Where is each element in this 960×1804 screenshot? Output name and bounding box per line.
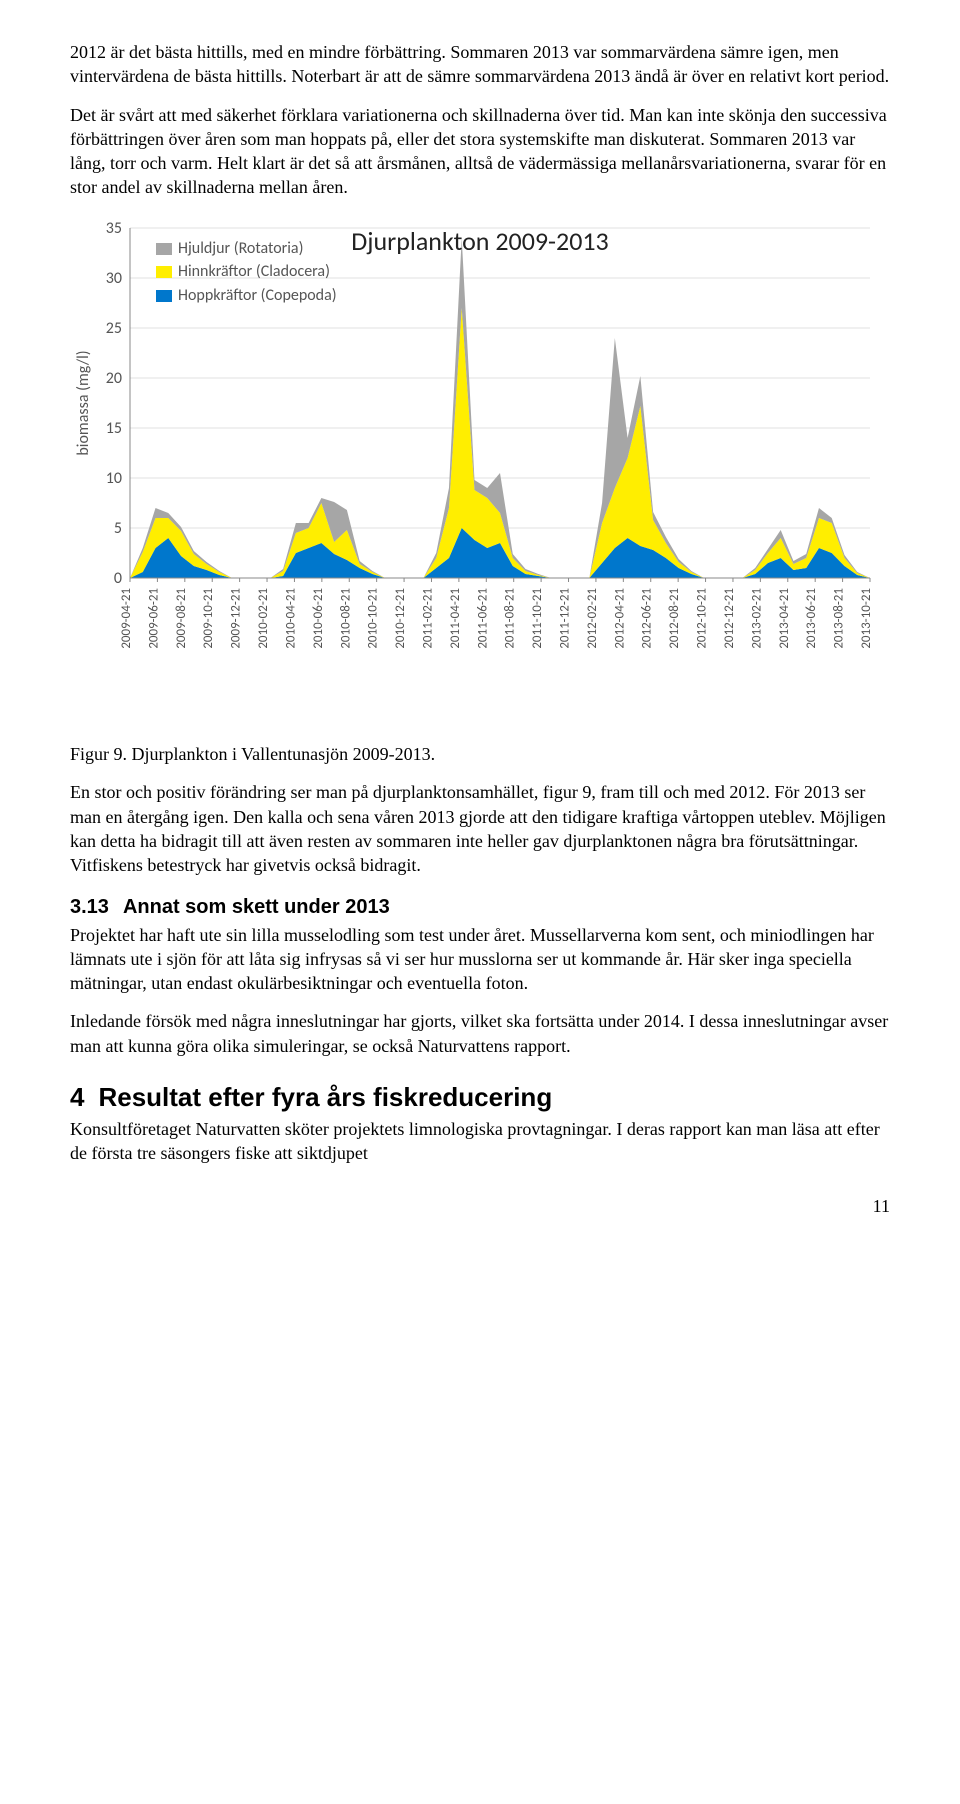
svg-text:2010-04-21: 2010-04-21 (283, 588, 298, 649)
svg-text:2011-10-21: 2011-10-21 (530, 588, 545, 649)
svg-text:20: 20 (106, 369, 122, 388)
body-paragraph: Konsultföretaget Naturvatten sköter proj… (70, 1117, 890, 1166)
section-title: Annat som skett under 2013 (123, 896, 390, 918)
legend-swatch (156, 266, 172, 278)
chart-legend: Hjuldjur (Rotatoria)Hinnkräftor (Cladoce… (156, 238, 337, 309)
svg-text:35: 35 (106, 219, 122, 238)
svg-text:2010-12-21: 2010-12-21 (393, 588, 408, 649)
body-paragraph: 2012 är det bästa hittills, med en mindr… (70, 40, 890, 89)
svg-text:2011-04-21: 2011-04-21 (448, 588, 463, 649)
svg-text:2010-10-21: 2010-10-21 (366, 588, 381, 649)
svg-text:2011-12-21: 2011-12-21 (558, 588, 573, 649)
svg-text:15: 15 (106, 419, 122, 438)
svg-text:2013-02-21: 2013-02-21 (749, 588, 764, 649)
svg-text:25: 25 (106, 319, 122, 338)
svg-text:2010-02-21: 2010-02-21 (256, 588, 271, 649)
svg-text:2012-08-21: 2012-08-21 (667, 588, 682, 649)
section-title: Resultat efter fyra års fiskreducering (98, 1082, 552, 1112)
section-heading-4: 4 Resultat efter fyra års fiskreducering (70, 1080, 890, 1115)
svg-text:2012-12-21: 2012-12-21 (722, 588, 737, 649)
legend-label: Hjuldjur (Rotatoria) (178, 238, 303, 260)
svg-text:2012-04-21: 2012-04-21 (612, 588, 627, 649)
body-paragraph: Inledande försök med några inneslutninga… (70, 1009, 890, 1058)
svg-text:2011-06-21: 2011-06-21 (475, 588, 490, 649)
svg-text:2009-12-21: 2009-12-21 (229, 588, 244, 649)
legend-label: Hoppkräftor (Copepoda) (178, 285, 337, 307)
legend-label: Hinnkräftor (Cladocera) (178, 261, 330, 283)
svg-text:2013-04-21: 2013-04-21 (777, 588, 792, 649)
svg-text:2013-06-21: 2013-06-21 (804, 588, 819, 649)
section-number: 4 (70, 1082, 84, 1112)
svg-text:2012-06-21: 2012-06-21 (640, 588, 655, 649)
legend-item: Hinnkräftor (Cladocera) (156, 261, 337, 283)
legend-item: Hoppkräftor (Copepoda) (156, 285, 337, 307)
svg-text:2009-06-21: 2009-06-21 (146, 588, 161, 649)
svg-text:2009-08-21: 2009-08-21 (174, 588, 189, 649)
svg-text:10: 10 (106, 469, 122, 488)
svg-text:2009-10-21: 2009-10-21 (201, 588, 216, 649)
body-paragraph: Det är svårt att med säkerhet förklara v… (70, 103, 890, 200)
svg-text:2009-04-21: 2009-04-21 (119, 588, 134, 649)
svg-text:2010-06-21: 2010-06-21 (311, 588, 326, 649)
svg-text:30: 30 (106, 269, 122, 288)
legend-swatch (156, 243, 172, 255)
svg-text:2013-10-21: 2013-10-21 (859, 588, 874, 649)
svg-text:2011-02-21: 2011-02-21 (420, 588, 435, 649)
figure-caption: Figur 9. Djurplankton i Vallentunasjön 2… (70, 742, 890, 766)
legend-swatch (156, 290, 172, 302)
svg-text:2010-08-21: 2010-08-21 (338, 588, 353, 649)
section-number: 3.13 (70, 896, 109, 918)
svg-text:2011-08-21: 2011-08-21 (503, 588, 518, 649)
svg-text:5: 5 (114, 519, 122, 538)
svg-text:2013-08-21: 2013-08-21 (832, 588, 847, 649)
svg-text:2012-10-21: 2012-10-21 (695, 588, 710, 649)
legend-item: Hjuldjur (Rotatoria) (156, 238, 337, 260)
svg-text:0: 0 (114, 569, 122, 588)
chart-title: Djurplankton 2009-2013 (351, 224, 608, 259)
section-heading-3-13: 3.13 Annat som skett under 2013 (70, 894, 890, 921)
page-number: 11 (70, 1194, 890, 1218)
zooplankton-chart: Djurplankton 2009-2013 Hjuldjur (Rotator… (70, 218, 890, 734)
body-paragraph: Projektet har haft ute sin lilla musselo… (70, 923, 890, 996)
svg-text:2012-02-21: 2012-02-21 (585, 588, 600, 649)
svg-text:biomassa (mg/l): biomassa (mg/l) (74, 350, 93, 455)
body-paragraph: En stor och positiv förändring ser man p… (70, 780, 890, 877)
